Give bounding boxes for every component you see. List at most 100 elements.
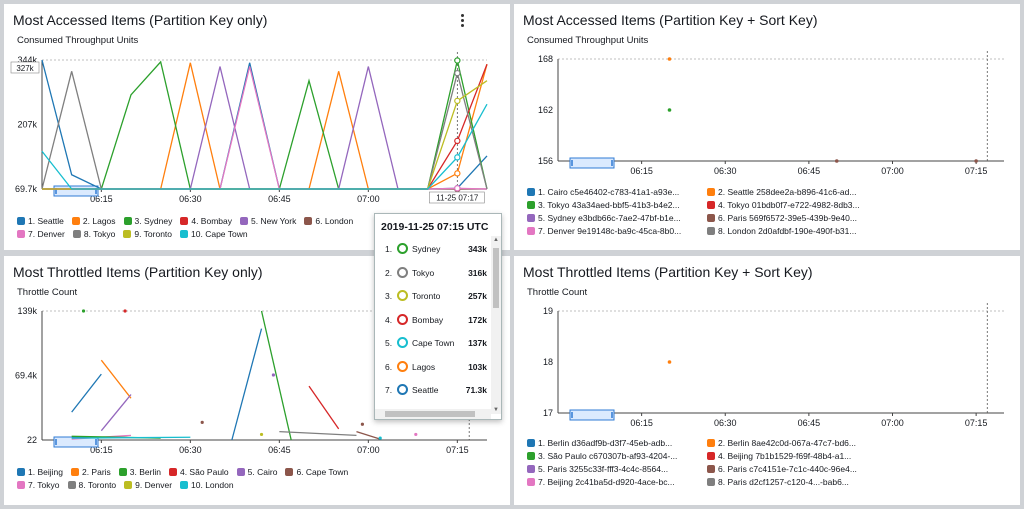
legend-swatch [707,439,715,447]
legend-row: 7. Beijing 2c41ba5d-d920-4ace-bc... 8. Pa… [527,477,887,490]
tooltip-scrollbar[interactable]: ▲ ▼ [491,236,501,414]
data-point [360,422,364,426]
legend-item[interactable]: 7. Denver 9e19148c-ba9c-45ca-8b0... [527,226,707,236]
scrollbar-thumb[interactable] [493,248,499,308]
legend-label: 8. Toronto [78,480,117,490]
ring-icon [397,243,408,254]
legend-label: 7. Beijing 2c41ba5d-d920-4ace-bc... [538,477,675,487]
y-tick-label: 162 [538,105,553,115]
legend-swatch [527,214,535,222]
legend-row: 1. Cairo c5e46402-c783-41a1-a93e... 2. Se… [527,187,887,200]
tooltip-series-name: Sydney [412,244,441,254]
legend-swatch [123,217,132,225]
legend-item[interactable]: 6. Cape Town [285,467,348,477]
legend-item[interactable]: 6. Paris c7c4151e-7c1c-440c-96e4... [707,464,887,474]
legend-swatch [180,230,189,238]
kebab-menu-icon[interactable] [455,12,469,28]
legend-label: 2. Paris [81,467,111,477]
legend-label: 8. Paris d2cf1257-c120-4...-bab6... [718,477,849,487]
tooltip-series-name: Cape Town [412,338,455,348]
chart-accessed-pk-sk[interactable]: 156 162 168 06:15 06:30 06:45 07:00 07:15 [514,4,1020,189]
legend-item[interactable]: 1. Beijing [17,467,63,477]
legend-item[interactable]: 2. Seattle 258dee2a-b896-41c6-ad... [707,187,887,197]
ring-icon [397,384,408,395]
x-tick-label: 07:00 [357,445,380,455]
legend-item[interactable]: 4. São Paulo [168,467,229,477]
x-tick-label: 06:45 [268,194,291,204]
legend-label: 4. Bombay [191,216,232,226]
legend-item[interactable]: 3. Sydney [123,216,172,226]
scrollbar-thumb[interactable] [385,411,475,417]
legend-swatch [71,217,80,225]
legend-item[interactable]: 1. Seattle [17,216,64,226]
tooltip-value: 103k [468,361,487,372]
plot-area [558,311,1004,413]
legend-item[interactable]: 10. London [180,480,234,490]
legend-item[interactable]: 1. Cairo c5e46402-c783-41a1-a93e... [527,187,707,197]
legend-label: 6. Cape Town [296,467,349,477]
chart-accessed-pk[interactable]: 69.7k 207k 344k 06:15 06:30 06:45 07:00 327k 11-… [4,4,510,214]
legend-item[interactable]: 10. Cape Town [180,229,248,239]
legend-swatch [17,481,25,489]
y-tick-label: 69.4k [15,371,38,381]
legend-item[interactable]: 3. São Paulo c670307b-af93-4204-... [527,451,707,461]
chart-legend: 1. Berlin d36adf9b-d3f7-45eb-adb... 2. Be… [527,438,887,490]
legend-item[interactable]: 9. Denver [124,480,172,490]
legend-item[interactable]: 5. Paris 3255c33f-fff3-4c4c-8564... [527,464,707,474]
legend-item[interactable]: 6. Paris 569f6572-39e5-439b-9e40... [707,213,887,223]
legend-swatch [17,217,25,225]
legend-item[interactable]: 3. Berlin [118,467,161,477]
legend-item[interactable]: 6. London [304,216,353,226]
legend-label: 6. London [315,216,354,226]
legend-item[interactable]: 5. Cairo [236,467,277,477]
legend-item[interactable]: 2. Paris [70,467,111,477]
panel-title: Most Accessed Items (Partition Key only) [13,12,268,28]
legend-item[interactable]: 7. Beijing 2c41ba5d-d920-4ace-bc... [527,477,707,487]
tooltip-list: 1. Sydney 343k 2. Tokyo 316k 3. Toronto 257k 4. Bo… [375,236,490,406]
legend-swatch [124,481,133,489]
legend-item[interactable]: 8. Toronto [67,480,117,490]
legend-item[interactable]: 7. Denver [17,229,65,239]
chart-tooltip[interactable]: 2019-11-25 07:15 UTC 1. Sydney 343k 2. Tokyo… [374,213,502,420]
legend-item[interactable]: 8. Paris d2cf1257-c120-4...-bab6... [707,477,887,487]
legend-swatch [707,452,715,460]
legend-label: 6. Paris c7c4151e-7c1c-440c-96e4... [718,464,857,474]
x-tick-label: 06:45 [798,418,821,428]
chart-throttled-pk-sk[interactable]: 17 18 19 06:15 06:30 06:45 07:00 07:15 [514,256,1020,441]
legend-item[interactable]: 8. London 2d0afdbf-190e-490f-b31... [707,226,887,236]
legend-item[interactable]: 9. Toronto [123,229,172,239]
legend-item[interactable]: 2. Berlin 8ae42c0d-067a-47c7-bd6... [707,438,887,448]
legend-item[interactable]: 8. Tokyo [72,229,115,239]
cursor-value-label: 327k [16,64,34,73]
range-selector [53,185,99,197]
series-line [100,359,132,399]
tooltip-row: 2. Tokyo 316k [375,260,490,284]
legend-label: 7. Denver [28,229,65,239]
legend-item[interactable]: 1. Berlin d36adf9b-d3f7-45eb-adb... [527,438,707,448]
legend-item[interactable]: 4. Tokyo 01bdb0f7-e722-4982-8db3... [707,200,887,210]
legend-swatch [180,481,189,489]
tooltip-rank: 7. [385,385,393,395]
x-tick-label: 06:15 [630,418,653,428]
ring-icon [397,266,408,278]
legend-item[interactable]: 3. Tokyo 43a34aed-bbf5-41b3-b4e2... [527,200,707,210]
legend-item[interactable]: 4. Beijing 7b1b1529-f69f-48b4-a1... [707,451,887,461]
panel-title: Most Accessed Items (Partition Key + Sor… [523,12,818,28]
tooltip-row: 3. Toronto 257k [375,283,490,307]
legend-item[interactable]: 4. Bombay [180,216,232,226]
tooltip-rank: 4. [385,314,393,325]
legend-item[interactable]: 2. Lagos [71,216,116,226]
y-tick-label: 22 [27,435,37,445]
x-tick-label: 07:15 [965,418,988,428]
legend-item[interactable]: 7. Tokyo [17,480,60,490]
data-point [81,309,86,313]
tooltip-series-name: Seattle [412,385,439,395]
legend-item[interactable]: 5. Sydney e3bdb66c-7ae2-47bf-b1e... [527,213,707,223]
legend-item[interactable]: 5. New York [240,216,296,226]
series-line [71,436,191,439]
legend-swatch [285,468,294,476]
tooltip-horizontal-scrollbar[interactable] [375,409,491,419]
legend-label: 9. Toronto [134,229,173,239]
tooltip-row: 7. Seattle 71.3k [375,377,490,401]
ring-icon [397,360,408,372]
